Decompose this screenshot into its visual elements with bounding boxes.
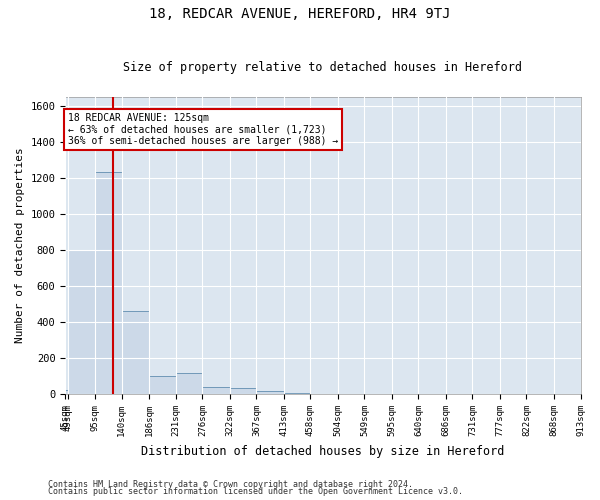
Text: 18 REDCAR AVENUE: 125sqm
← 63% of detached houses are smaller (1,723)
36% of sem: 18 REDCAR AVENUE: 125sqm ← 63% of detach… [68,112,338,146]
Title: Size of property relative to detached houses in Hereford: Size of property relative to detached ho… [124,62,523,74]
X-axis label: Distribution of detached houses by size in Hereford: Distribution of detached houses by size … [141,444,505,458]
Bar [202,387,230,394]
Text: 18, REDCAR AVENUE, HEREFORD, HR4 9TJ: 18, REDCAR AVENUE, HEREFORD, HR4 9TJ [149,8,451,22]
Bar [65,390,68,394]
Bar [68,250,95,394]
Bar [230,388,256,394]
Bar [176,372,202,394]
Bar [122,311,149,394]
Bar [256,390,284,394]
Y-axis label: Number of detached properties: Number of detached properties [15,148,25,343]
Bar [149,376,176,394]
Text: Contains public sector information licensed under the Open Government Licence v3: Contains public sector information licen… [48,488,463,496]
Bar [95,172,122,394]
Text: Contains HM Land Registry data © Crown copyright and database right 2024.: Contains HM Land Registry data © Crown c… [48,480,413,489]
Bar [284,393,310,394]
